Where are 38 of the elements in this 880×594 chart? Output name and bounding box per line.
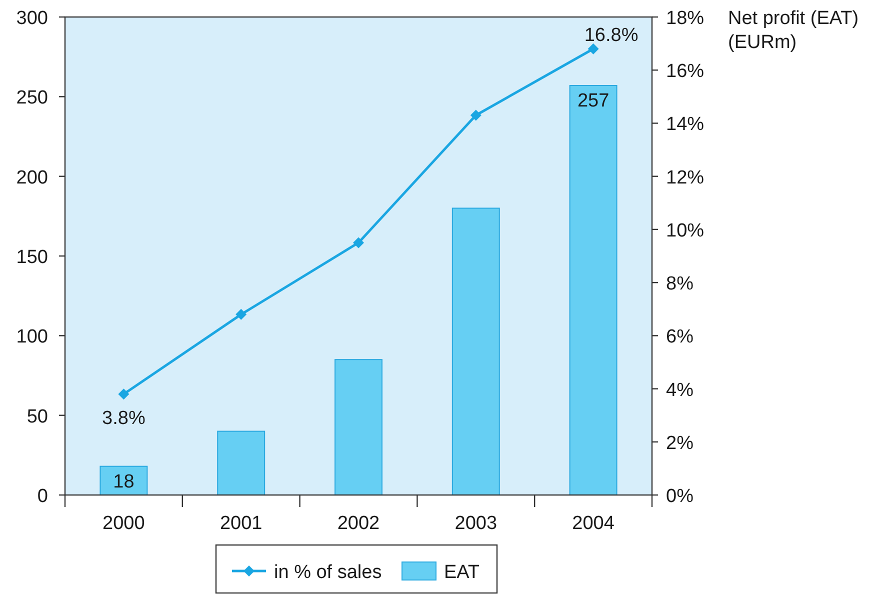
legend-label: EAT — [444, 562, 480, 583]
y2-tick-label: 16% — [666, 61, 704, 82]
data-label: 257 — [577, 90, 610, 112]
y-tick-label: 200 — [16, 167, 48, 188]
point — [353, 237, 364, 248]
bar — [334, 359, 382, 496]
x-tick-label: 2003 — [454, 513, 498, 534]
y-tick-label: 100 — [16, 326, 48, 348]
y2-tick-label: 6% — [666, 326, 694, 348]
y-tick-label: 150 — [16, 247, 48, 268]
y2-tick-label: 2% — [666, 432, 694, 454]
y2-tick-label: 14% — [666, 114, 704, 136]
x-tick-label: 2002 — [337, 513, 380, 534]
x-tick-label: 2001 — [220, 513, 262, 534]
bar — [569, 85, 618, 496]
y-tick-label: 300 — [16, 8, 48, 29]
y2-tick-label: 0% — [666, 486, 694, 507]
data-label: 3.8% — [102, 408, 146, 430]
point — [118, 388, 130, 400]
x-tick-label: 2000 — [102, 513, 145, 534]
data-label: 16.8% — [584, 24, 638, 46]
text: Net profit (EAT) (EURm) — [728, 8, 859, 53]
data-label: 18 — [113, 471, 134, 492]
point — [470, 110, 482, 121]
y-tick-label: 50 — [26, 406, 48, 428]
point — [236, 308, 247, 320]
y2-tick-label: 4% — [666, 380, 694, 401]
bar — [452, 208, 500, 496]
y2-tick-label: 10% — [666, 220, 704, 242]
legend-label: in % of sales — [274, 562, 382, 583]
x-tick-label: 2004 — [572, 513, 615, 534]
point — [588, 43, 599, 54]
y-tick-label: 250 — [16, 88, 48, 109]
y2-tick-label: 18% — [666, 8, 704, 29]
y-tick-label: 0 — [37, 486, 48, 507]
y2-tick-label: 8% — [666, 274, 694, 295]
bar — [217, 430, 266, 496]
y2-tick-label: 12% — [666, 167, 704, 188]
